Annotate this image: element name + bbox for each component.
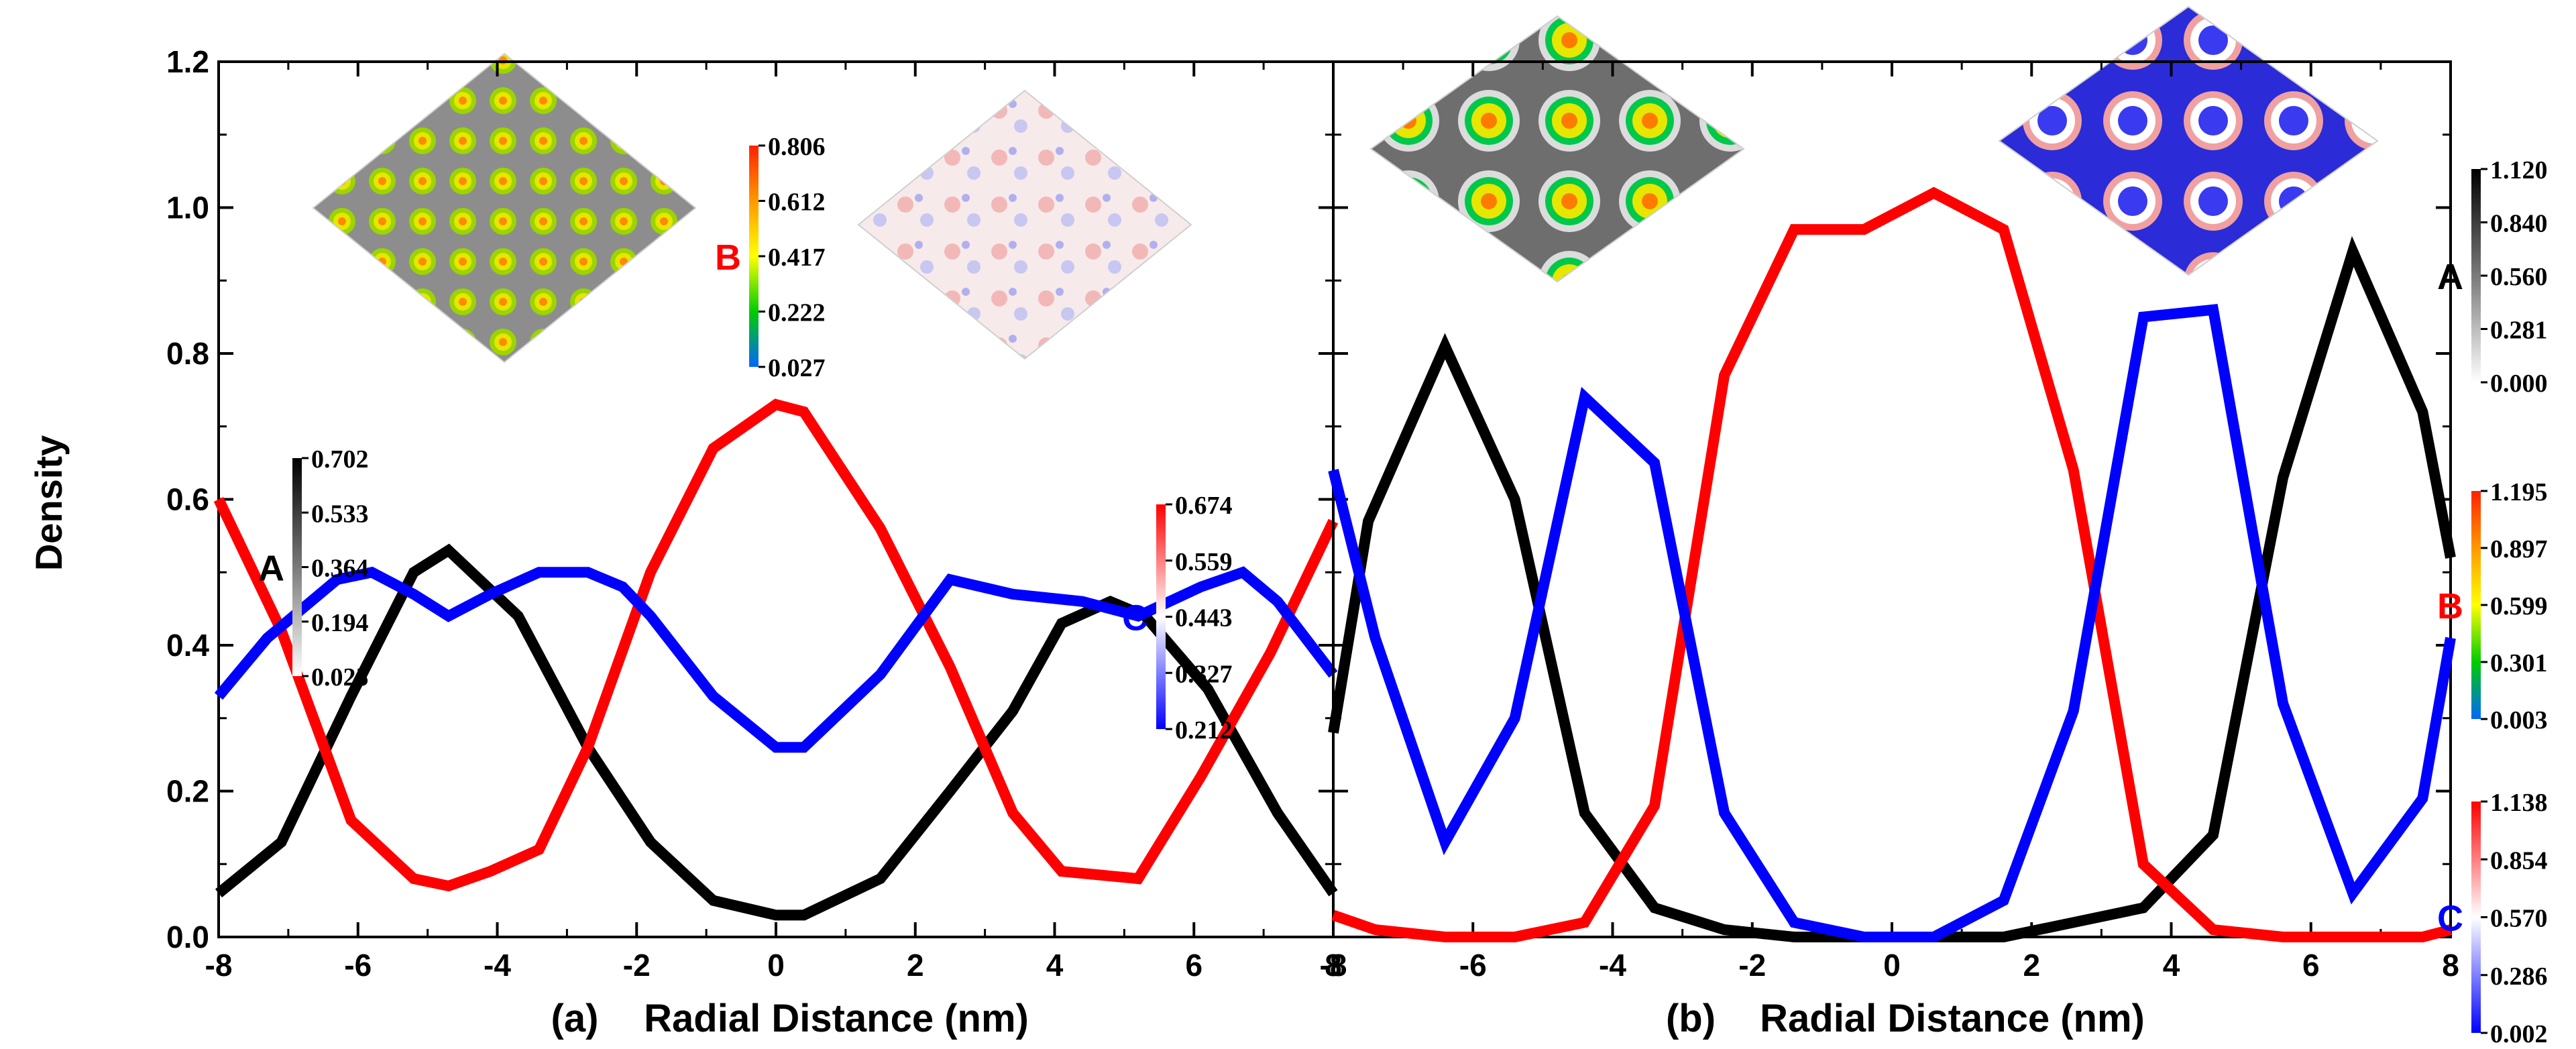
x-tick-label: 0: [767, 948, 785, 983]
x-tick-label: 6: [1185, 948, 1202, 983]
panel-b: -8 -6 -4 -2 0 2 4 6 8 1.120 0.840 0.560 0.281 0.000 A 1…: [1320, 5, 2548, 1048]
colorbar-tick-label: 0.281: [2490, 317, 2548, 345]
y-tick-label: 1.0: [166, 190, 209, 225]
x-tick-label: -8: [205, 948, 233, 983]
series-line-B: [213, 398, 1339, 892]
series-line-C: [214, 566, 1338, 753]
colorbar-tick-label: 0.027: [768, 354, 826, 382]
x-tick-label: -8: [1320, 948, 1347, 983]
colorbar-tick-label: 0.000: [2490, 370, 2548, 398]
x-tick-label: 4: [2163, 948, 2180, 983]
colorbar-tick-label: 0.897: [2490, 535, 2548, 563]
x-tick-label: 0: [1883, 948, 1901, 983]
colorbar-C: [1156, 504, 1166, 729]
colorbar-tick-label: 0.417: [768, 243, 826, 272]
colorbar-tick-label: 0.327: [1175, 660, 1233, 688]
colorbar-label: B: [715, 237, 741, 278]
colorbar-tick-label: 0.002: [2490, 1020, 2548, 1048]
colorbar-tick-label: 0.854: [2490, 846, 2548, 875]
x-tick-label: -2: [623, 948, 651, 983]
x-tick-label: -4: [1599, 948, 1626, 983]
inset-density-map-C: [857, 89, 1192, 360]
series-line-C: [1328, 304, 2456, 942]
colorbar-tick-label: 0.806: [768, 133, 826, 161]
colorbar-label: A: [2437, 257, 2463, 297]
x-tick-label: 2: [2023, 948, 2040, 983]
colorbar-B: [2471, 491, 2481, 719]
y-tick-label: 0.6: [166, 482, 209, 517]
y-tick-label: 0.8: [166, 336, 209, 371]
colorbar-tick-label: 0.559: [1175, 548, 1233, 576]
panel-a: -8 -6 -4 -2 0 2 4 6 8 0.0 0.2 0.4 0.6 0.8 1.0 1.2 0.702 0…: [166, 44, 1342, 1040]
x-tick-label: -2: [1738, 948, 1766, 983]
x-tick-label: -6: [1459, 948, 1487, 983]
colorbar-tick-label: 0.674: [1175, 492, 1233, 520]
x-axis-title: Radial Distance (nm): [644, 997, 1029, 1040]
y-tick-label: 1.2: [166, 44, 209, 79]
x-tick-label: 6: [2302, 948, 2320, 983]
x-tick-label: 8: [1325, 948, 1342, 983]
colorbar-tick-label: 0.570: [2490, 905, 2548, 933]
colorbar-tick-label: 0.194: [311, 609, 369, 637]
colorbar-tick-label: 0.025: [311, 663, 369, 692]
colorbar-A: [292, 458, 302, 676]
colorbar-tick-label: 0.533: [311, 500, 369, 528]
series-line-B: [1331, 186, 2453, 942]
x-axis-title: Radial Distance (nm): [1760, 997, 2145, 1040]
colorbar-tick-label: 1.138: [2490, 789, 2548, 817]
panel-label: (b): [1666, 997, 1716, 1040]
x-tick-label: 8: [2442, 948, 2459, 983]
y-tick-label: 0.4: [166, 628, 209, 663]
colorbar-tick-label: 0.840: [2490, 210, 2548, 238]
x-tick-label: 4: [1046, 948, 1064, 983]
colorbar-label: B: [2437, 586, 2463, 626]
inset-density-map-C: [1998, 5, 2379, 276]
colorbar-label: A: [258, 549, 284, 589]
colorbar-tick-label: 0.364: [311, 555, 369, 583]
colorbar-tick-label: 0.443: [1175, 604, 1233, 632]
x-tick-label: 2: [907, 948, 924, 983]
series-line-A: [1328, 235, 2456, 942]
colorbar-tick-label: 0.560: [2490, 263, 2548, 291]
colorbar-label: C: [2437, 899, 2463, 939]
y-tick-label: 0.2: [166, 774, 209, 809]
x-tick-label: -4: [484, 948, 511, 983]
panel-label: (a): [551, 997, 599, 1040]
colorbar-tick-label: 0.301: [2490, 649, 2548, 677]
colorbar-tick-label: 0.599: [2490, 592, 2548, 620]
colorbar-tick-label: 0.222: [768, 299, 826, 327]
colorbar-tick-label: 1.120: [2490, 156, 2548, 184]
y-tick-label: 0.0: [166, 920, 209, 954]
colorbar-tick-label: 0.212: [1175, 716, 1233, 744]
colorbar-tick-label: 0.286: [2490, 962, 2548, 991]
colorbar-B: [749, 146, 759, 367]
inset-density-map-A: [312, 52, 697, 364]
colorbar-tick-label: 0.612: [768, 188, 826, 217]
colorbar-tick-label: 1.195: [2490, 478, 2548, 506]
inset-density-map-A: [1369, 15, 1745, 283]
colorbar-label: C: [1122, 598, 1148, 639]
x-tick-label: -6: [344, 948, 372, 983]
colorbar-A: [2471, 169, 2481, 382]
colorbar-tick-label: 0.702: [311, 445, 369, 474]
shared-y-axis-label: Density: [27, 435, 70, 571]
colorbar-C: [2471, 802, 2481, 1033]
colorbar-tick-label: 0.003: [2490, 706, 2548, 734]
